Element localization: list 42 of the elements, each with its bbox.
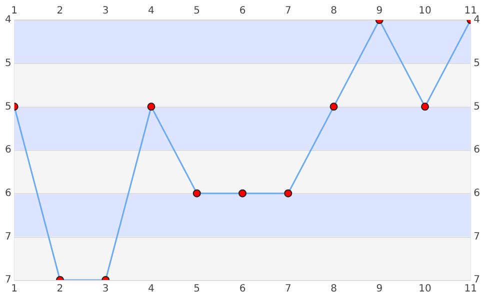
point: [330, 102, 338, 111]
x2-tick-label: 4: [148, 284, 154, 295]
x2-tick-label: 8: [330, 284, 337, 295]
point: [284, 189, 292, 198]
y2-tick-label: 7: [474, 231, 480, 242]
point: [192, 189, 201, 198]
y-tick-label: 6: [4, 144, 12, 156]
x-tick-label: 3: [102, 6, 109, 17]
x-tick-label: 11: [464, 6, 478, 17]
x2-tick-label: 5: [194, 284, 200, 295]
y-tick-label: 7: [4, 231, 12, 242]
x2-tick-label: 3: [102, 284, 109, 295]
y-tick-label: 4: [4, 14, 12, 26]
x-tick-label: 4: [148, 6, 154, 17]
y-tick-label: 7: [4, 274, 12, 286]
point: [147, 102, 156, 111]
x-tick-label: 5: [194, 6, 200, 17]
y-tick-label: 5: [4, 58, 12, 69]
x-tick-label: 2: [56, 6, 64, 17]
y-tick-label: 6: [4, 188, 12, 199]
x-tick-label: 9: [376, 6, 383, 17]
x2-tick-label: 9: [376, 284, 383, 295]
x-tick-label: 1: [11, 6, 18, 17]
x2-tick-label: 6: [239, 284, 246, 295]
x2-tick-label: 1: [11, 284, 18, 295]
point: [238, 189, 246, 198]
y2-tick-label: 6: [474, 144, 480, 156]
x-tick-label: 10: [418, 6, 432, 17]
y2-tick-label: 4: [474, 14, 480, 26]
y2-tick-label: 7: [474, 274, 480, 286]
point: [421, 102, 430, 111]
x2-tick-label: 11: [464, 284, 478, 295]
x2-tick-label: 2: [56, 284, 64, 295]
x-tick-label: 7: [284, 6, 292, 17]
y2-tick-label: 6: [474, 188, 480, 199]
x2-tick-label: 7: [284, 284, 292, 295]
x2-tick-label: 10: [418, 284, 432, 295]
y2-tick-label: 5: [474, 101, 480, 112]
x-tick-label: 6: [239, 6, 246, 17]
x-tick-label: 8: [330, 6, 337, 17]
y2-tick-label: 5: [474, 58, 480, 69]
y-tick-label: 5: [4, 101, 12, 112]
